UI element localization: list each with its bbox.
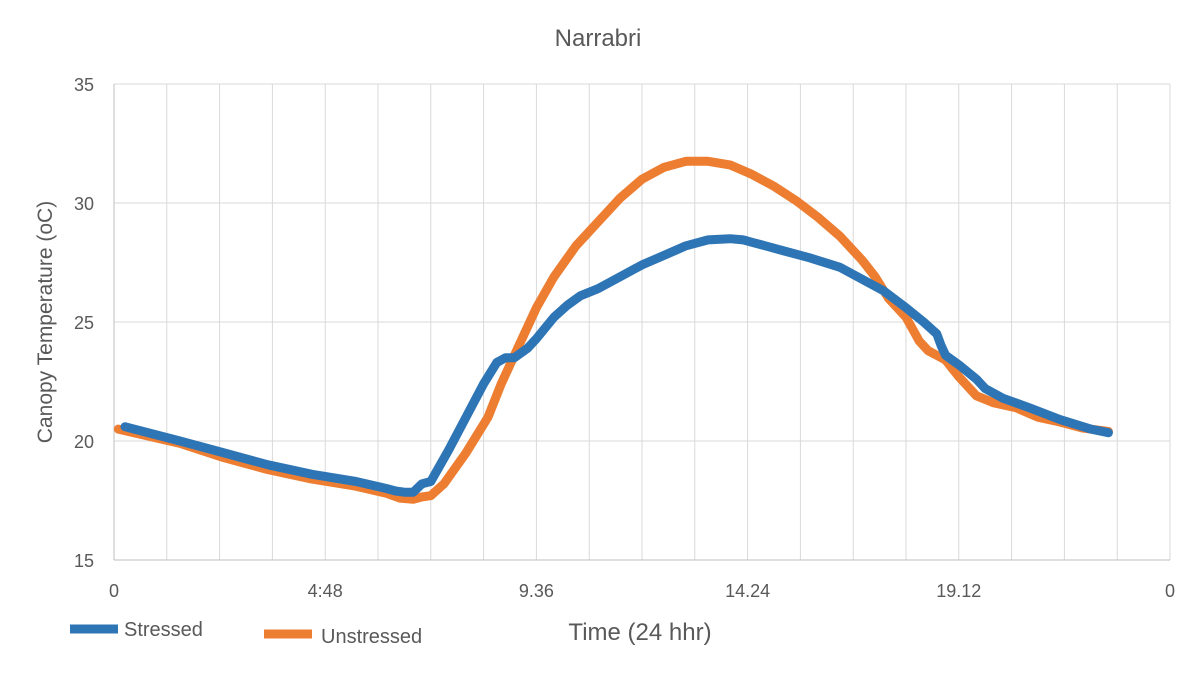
legend-label-unstressed: Unstressed (321, 626, 422, 648)
axes: 15 20 25 30 35 0 4:48 9.36 14.24 19.12 0 (74, 75, 1175, 601)
legend: Stressed Unstressed (70, 619, 422, 648)
series-line-unstressed (113, 156, 1113, 504)
x-tick-label: 14.24 (725, 581, 770, 601)
series-layer (113, 156, 1113, 504)
series-line-stressed (120, 234, 1113, 497)
y-tick-label: 20 (74, 432, 94, 452)
chart-title: Narrabri (555, 25, 642, 52)
y-tick-label: 15 (74, 551, 94, 571)
x-tick-label: 0 (1165, 581, 1175, 601)
gridlines (114, 83, 1171, 561)
legend-label-stressed: Stressed (124, 619, 203, 641)
y-tick-label: 30 (74, 194, 94, 214)
x-tick-label: 0 (109, 581, 119, 601)
y-tick-label: 25 (74, 313, 94, 333)
x-tick-label: 19.12 (936, 581, 981, 601)
y-tick-label: 35 (74, 75, 94, 95)
x-tick-label: 4:48 (308, 581, 343, 601)
x-tick-label: 9.36 (519, 581, 554, 601)
y-axis-label: Canopy Temperature (oC) (34, 201, 57, 443)
x-axis-label: Time (24 hhr) (568, 619, 711, 646)
